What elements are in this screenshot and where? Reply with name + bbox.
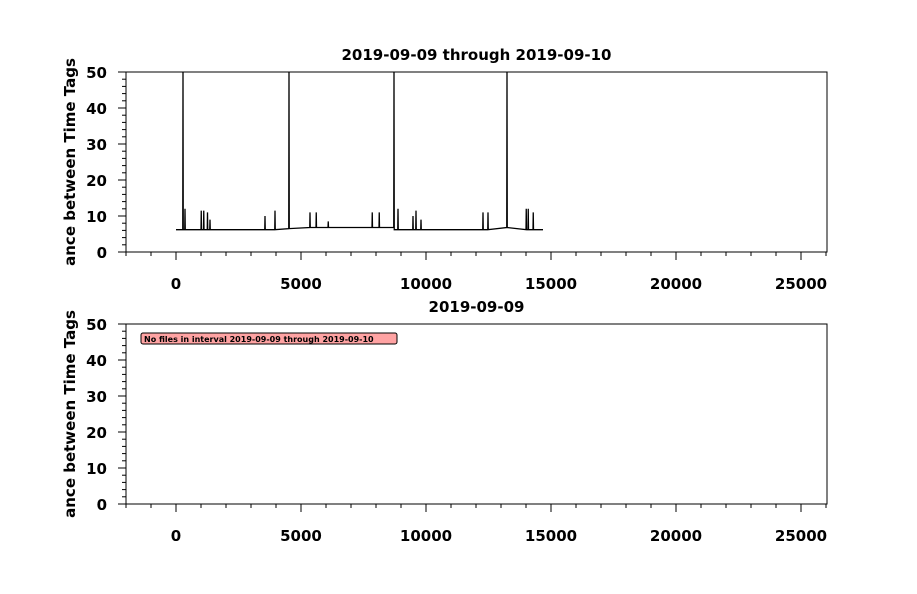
y-tick-label: 50	[86, 64, 107, 82]
y-tick-label: 10	[86, 460, 107, 478]
y-tick-label: 0	[97, 496, 107, 514]
x-tick-label: 20000	[650, 527, 702, 545]
y-tick-label: 20	[86, 424, 107, 442]
y-axis-label: ance between Time Tags	[61, 58, 79, 266]
x-tick-label: 10000	[400, 527, 452, 545]
y-tick-label: 40	[86, 352, 107, 370]
y-tick-label: 10	[86, 208, 107, 226]
x-tick-label: 15000	[525, 275, 577, 293]
x-tick-label: 15000	[525, 527, 577, 545]
x-tick-label: 10000	[400, 275, 452, 293]
annotation-box	[140, 332, 398, 345]
y-tick-label: 40	[86, 100, 107, 118]
data-line	[176, 71, 543, 231]
y-axis-label: ance between Time Tags	[61, 310, 79, 518]
y-tick-label: 30	[86, 388, 107, 406]
y-tick-label: 50	[86, 316, 107, 334]
x-tick-label: 5000	[280, 275, 322, 293]
plot-frame	[125, 71, 828, 253]
plot-frame	[125, 323, 828, 505]
x-tick-label: 5000	[280, 527, 322, 545]
y-tick-label: 20	[86, 172, 107, 190]
x-tick-label: 0	[171, 275, 181, 293]
annotation: No files in interval 2019-09-09 through …	[144, 335, 374, 344]
chart-title: 2019-09-09 through 2019-09-10	[342, 46, 612, 64]
y-tick-label: 0	[97, 244, 107, 262]
chart-title: 2019-09-09	[429, 298, 525, 316]
y-tick-label: 30	[86, 136, 107, 154]
x-tick-label: 25000	[775, 527, 827, 545]
x-tick-label: 20000	[650, 275, 702, 293]
x-tick-label: 0	[171, 527, 181, 545]
x-tick-label: 25000	[775, 275, 827, 293]
